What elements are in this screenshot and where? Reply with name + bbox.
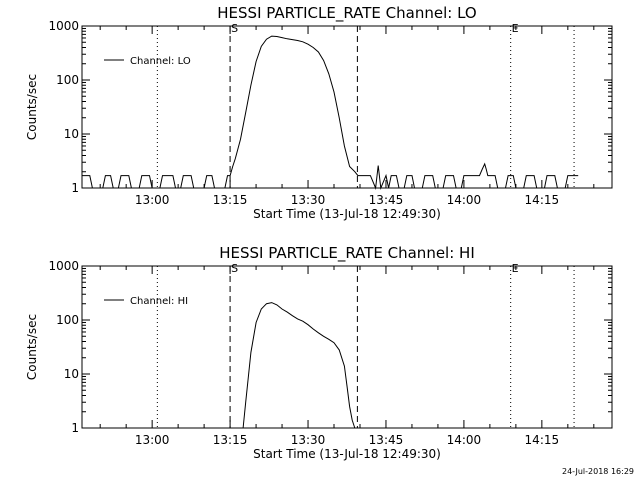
x-tick-label: 14:00 [447, 433, 482, 447]
plot-frame [81, 265, 613, 429]
x-tick-label: 13:00 [135, 433, 170, 447]
x-tick-label: 13:00 [135, 193, 170, 207]
series-line-0 [242, 302, 356, 429]
event-marker-label: S [231, 22, 238, 35]
y-tick-label: 1000 [48, 19, 79, 33]
legend-label: Channel: HI [130, 296, 188, 307]
event-marker-label: E [512, 22, 519, 35]
event-marker-label: S [231, 262, 238, 275]
y-tick-label: 10 [64, 127, 79, 141]
y-tick-label: 10 [64, 367, 79, 381]
y-tick-label: 1000 [48, 259, 79, 273]
x-axis-label: Start Time (13-Jul-18 12:49:30) [253, 447, 441, 461]
x-tick-label: 14:15 [525, 193, 560, 207]
x-tick-label: 14:15 [525, 433, 560, 447]
y-axis-label: Counts/sec [25, 314, 39, 380]
y-axis-label: Counts/sec [25, 74, 39, 140]
x-tick-label: 13:45 [369, 433, 404, 447]
x-tick-label: 13:30 [291, 433, 326, 447]
footer-timestamp: 24-Jul-2018 16:29 [562, 467, 634, 476]
x-tick-label: 13:45 [369, 193, 404, 207]
plot-frame [81, 25, 613, 189]
x-tick-label: 13:30 [291, 193, 326, 207]
x-tick-label: 13:15 [213, 193, 248, 207]
x-axis-label: Start Time (13-Jul-18 12:49:30) [253, 207, 441, 221]
y-tick-label: 100 [56, 313, 79, 327]
x-tick-label: 14:00 [447, 193, 482, 207]
y-tick-label: 1 [71, 181, 79, 195]
legend-label: Channel: LO [130, 56, 191, 67]
x-tick-label: 13:15 [213, 433, 248, 447]
chart-title: HESSI PARTICLE_RATE Channel: HI [219, 244, 475, 263]
y-tick-label: 1 [71, 421, 79, 435]
chart-title: HESSI PARTICLE_RATE Channel: LO [217, 4, 476, 23]
series-line-0 [82, 35, 579, 190]
event-marker-label: E [512, 262, 519, 275]
y-tick-label: 100 [56, 73, 79, 87]
